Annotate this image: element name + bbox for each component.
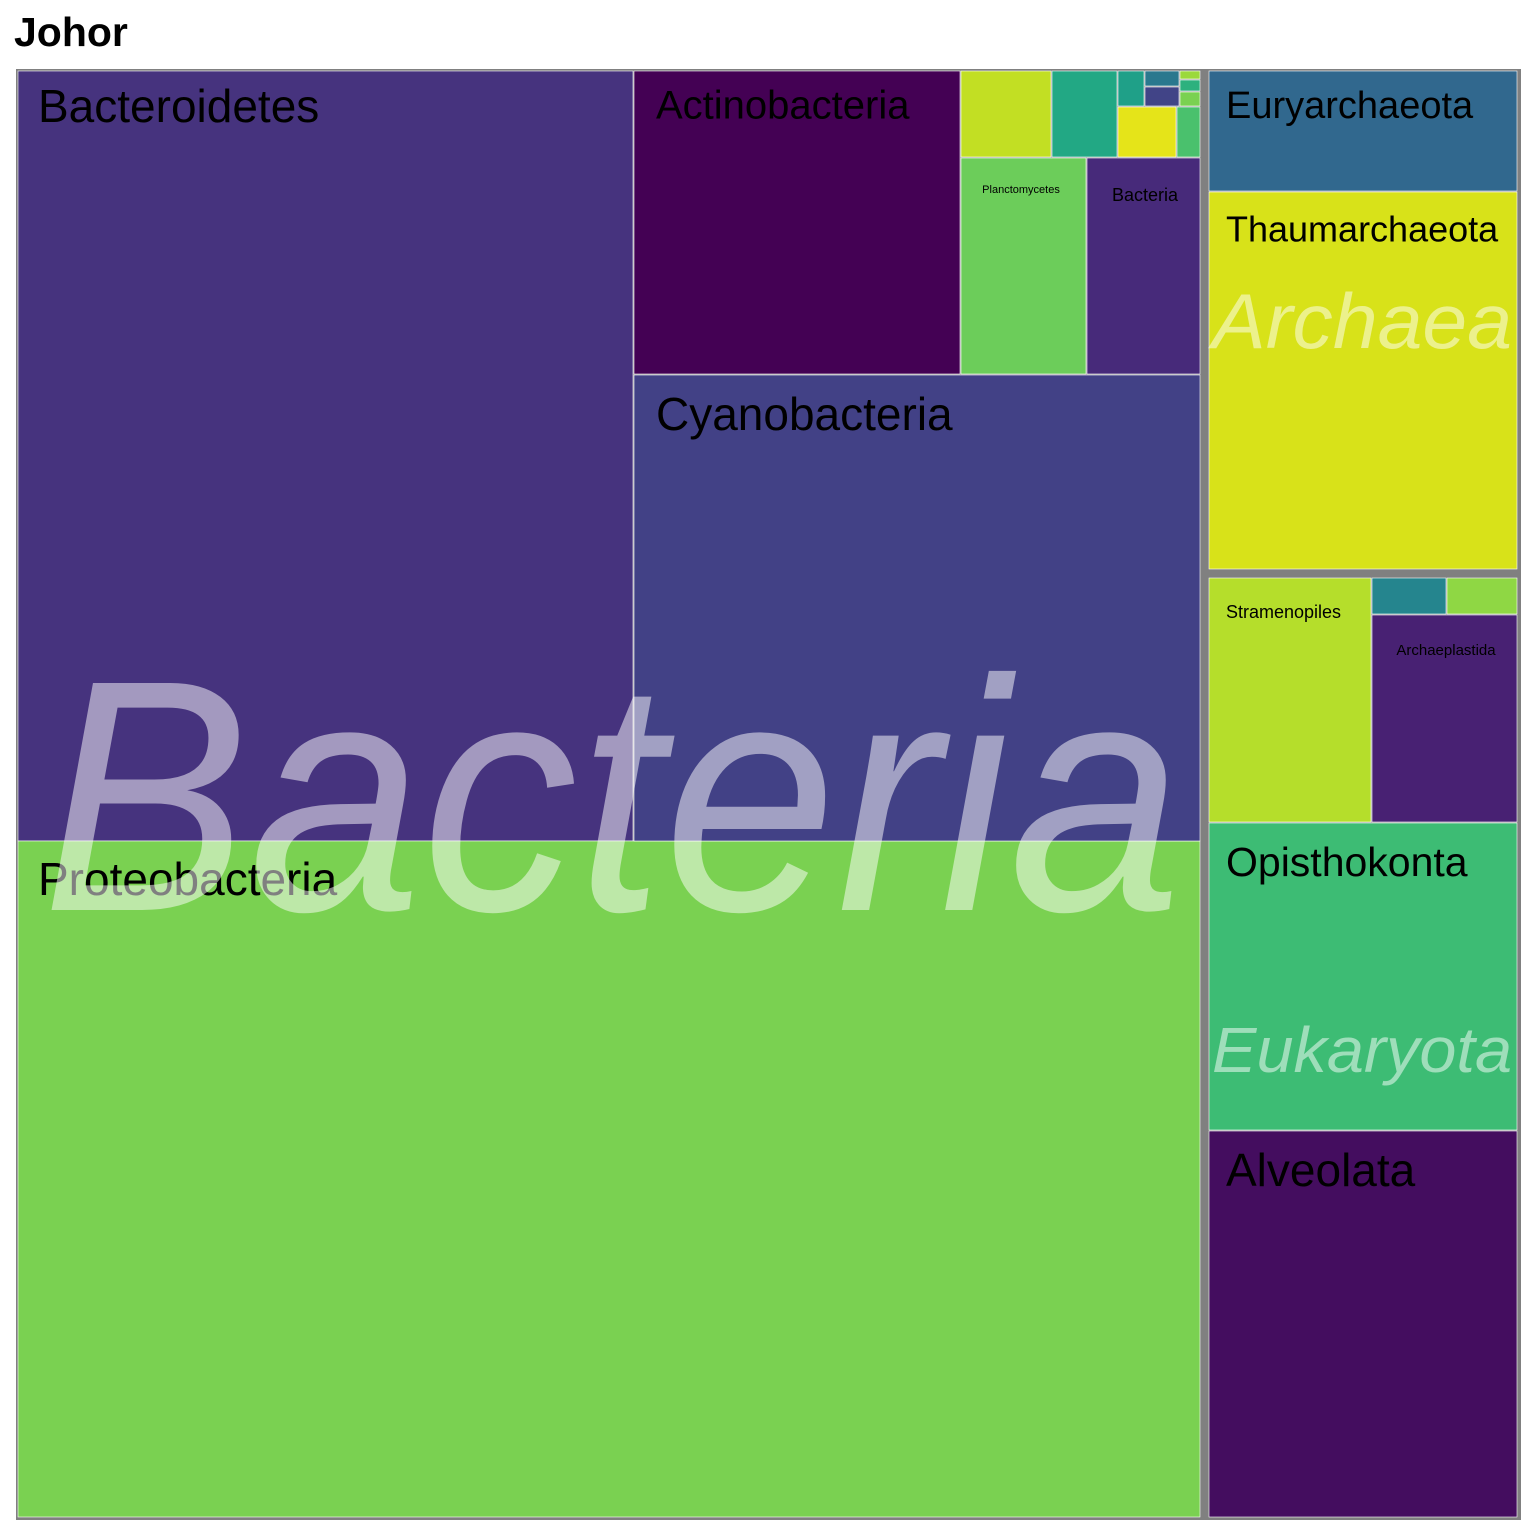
tile-archaea-euryarchaeota[interactable] [1208, 70, 1518, 192]
tile-bacteria-item-15[interactable] [1179, 70, 1201, 80]
tile-eukaryota-archaeplastida[interactable] [1371, 614, 1518, 823]
tile-bacteria-item-14[interactable] [1179, 79, 1201, 92]
group-label-bacteria: Bacteria [42, 611, 1182, 980]
label-eukaryota-stramenopiles: Stramenopiles [1226, 602, 1341, 622]
group-separator-0 [1201, 71, 1208, 1517]
label-archaea-euryarchaeota: Euryarchaeota [1226, 85, 1474, 127]
tile-eukaryota-item-4[interactable] [1371, 577, 1447, 615]
tile-eukaryota-opisthokonta[interactable] [1208, 822, 1518, 1131]
label-eukaryota-alveolata: Alveolata [1226, 1144, 1416, 1196]
group-labels: Bacteria Archaea Eukaryota [42, 277, 1512, 1086]
tile-bacteria-item-13[interactable] [1179, 91, 1201, 107]
tile-eukaryota-alveolata[interactable] [1208, 1130, 1518, 1518]
label-archaea-thaumarchaeota: Thaumarchaeota [1226, 209, 1499, 250]
subgroup-labels: Bacteroidetes Proteobacteria Cyanobacteria… [38, 80, 1499, 1196]
label-bacteria-cyanobacteria: Cyanobacteria [656, 388, 953, 440]
tile-bacteria-item-8[interactable] [1117, 106, 1177, 158]
tile-bacteria-planctomycetes[interactable] [960, 157, 1087, 375]
label-bacteria-planctomycetes: Planctomycetes [982, 184, 1060, 196]
tile-bacteria-actinobacteria[interactable] [633, 70, 961, 375]
group-label-archaea: Archaea [1208, 277, 1512, 365]
label-bacteria-bacteroidetes: Bacteroidetes [38, 80, 319, 132]
tile-bacteria-item-7[interactable] [1051, 70, 1118, 158]
tile-archaea-thaumarchaeota[interactable] [1208, 191, 1518, 570]
label-eukaryota-archaeplastida: Archaeplastida [1396, 642, 1496, 659]
group-separator-1 [1209, 570, 1517, 577]
tile-bacteria-item-10[interactable] [1117, 70, 1145, 107]
group-label-eukaryota: Eukaryota [1212, 1014, 1512, 1086]
tile-eukaryota-stramenopiles[interactable] [1208, 577, 1372, 823]
label-bacteria-actinobacteria: Actinobacteria [656, 84, 910, 128]
tile-bacteria-item-9[interactable] [1176, 106, 1201, 158]
tile-bacteria-item-6[interactable] [960, 70, 1052, 158]
label-eukaryota-opisthokonta: Opisthokonta [1226, 839, 1468, 885]
tile-bacteria-bacteria[interactable] [1086, 157, 1201, 375]
tile-bacteria-item-11[interactable] [1144, 86, 1180, 107]
tile-eukaryota-item-5[interactable] [1446, 577, 1518, 615]
tile-bacteria-proteobacteria[interactable] [17, 840, 1201, 1518]
label-bacteria-proteobacteria: Proteobacteria [38, 853, 338, 905]
tile-bacteria-item-12[interactable] [1144, 70, 1180, 87]
label-bacteria-bacteria: Bacteria [1112, 185, 1179, 205]
treemap-tiles [17, 70, 1518, 1518]
tile-bacteria-cyanobacteria[interactable] [633, 374, 1201, 842]
chart-title: Johor [14, 9, 128, 55]
tile-bacteria-bacteroidetes[interactable] [17, 70, 634, 842]
